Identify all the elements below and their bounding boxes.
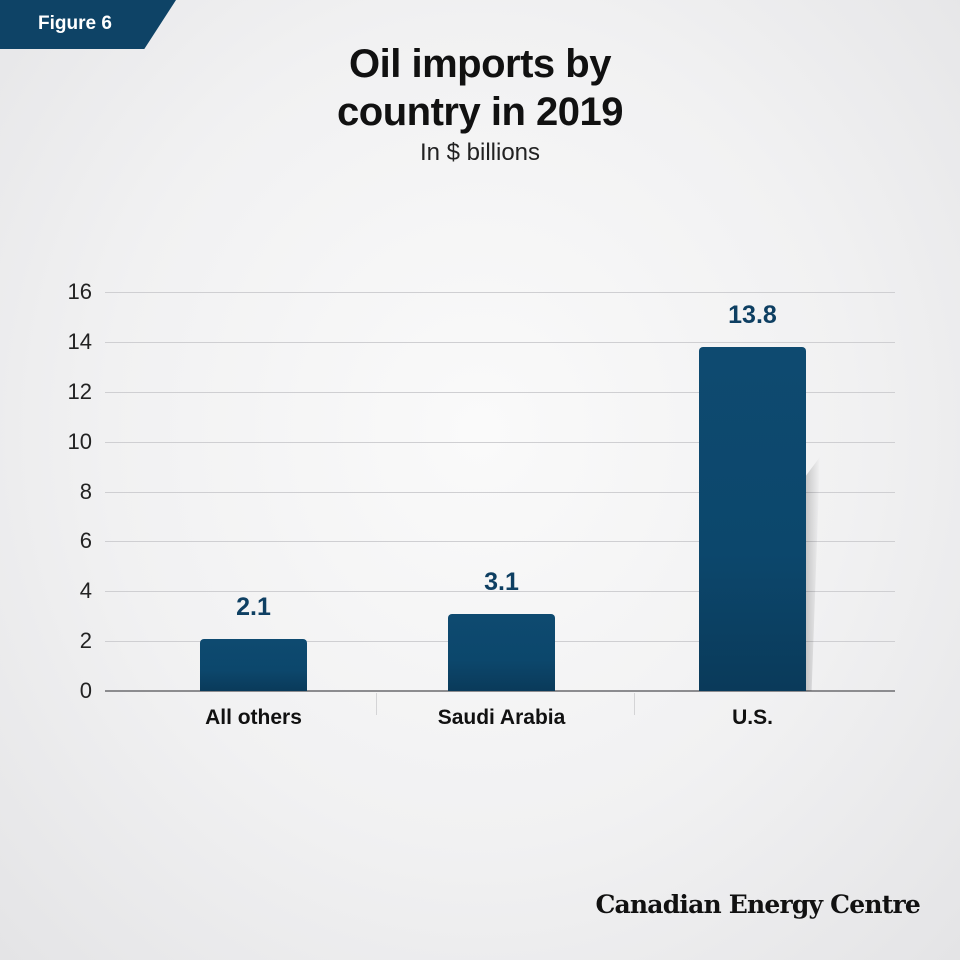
y-tick-label: 4	[79, 578, 92, 604]
category-separator	[376, 693, 377, 715]
value-label: 3.1	[484, 567, 519, 596]
chart-title-line1: Oil imports by	[349, 42, 611, 86]
bar-shadow	[806, 456, 820, 691]
gridline	[105, 541, 895, 542]
y-tick-label: 16	[67, 279, 92, 304]
bar-all-others	[200, 638, 307, 691]
chart-subtitle: In $ billions	[419, 139, 541, 166]
bar-saudi-arabia	[448, 613, 555, 691]
category-separator	[634, 693, 635, 715]
x-category-label: Saudi Arabia	[437, 706, 566, 729]
value-label: 13.8	[728, 300, 777, 329]
bar-u-s	[699, 346, 806, 691]
x-category-label: U.S.	[732, 706, 773, 729]
figure-tag: Figure 6	[0, 0, 176, 49]
y-tick-label: 8	[79, 478, 92, 504]
gridline	[105, 492, 895, 493]
gridline	[105, 591, 895, 592]
chart-title-line2: country in 2019	[337, 90, 623, 134]
x-category-label: All others	[205, 706, 302, 729]
gridline	[105, 342, 895, 343]
value-label: 2.1	[236, 592, 271, 621]
brand-logo: Canadian Energy Centre	[595, 890, 920, 919]
y-tick-label: 6	[79, 528, 92, 554]
chart-title: Oil imports by country in 2019	[0, 40, 960, 136]
y-tick-label: 12	[67, 378, 92, 404]
gridline	[105, 392, 895, 393]
y-tick-label: 2	[79, 628, 92, 654]
y-tick-label: 10	[67, 428, 92, 454]
x-axis-line	[105, 690, 895, 692]
y-tick-label: 0	[79, 678, 92, 703]
gridline	[105, 292, 895, 293]
figure-tag-label: Figure 6	[38, 13, 112, 34]
gridline	[105, 442, 895, 443]
y-tick-label: 14	[67, 328, 92, 354]
